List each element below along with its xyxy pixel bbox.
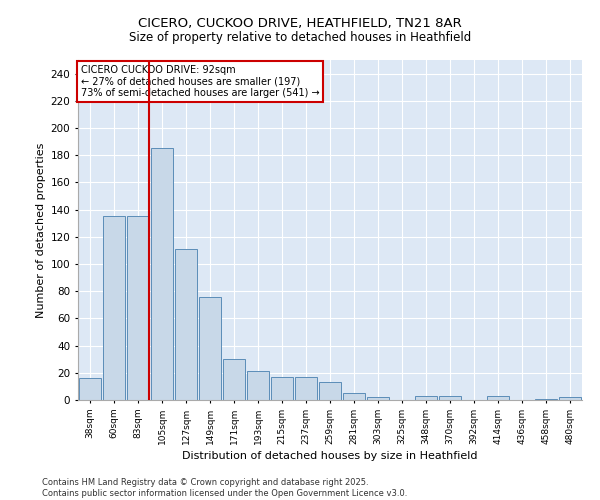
X-axis label: Distribution of detached houses by size in Heathfield: Distribution of detached houses by size …	[182, 451, 478, 461]
Text: Contains HM Land Registry data © Crown copyright and database right 2025.
Contai: Contains HM Land Registry data © Crown c…	[42, 478, 407, 498]
Bar	[535, 398, 557, 400]
Bar	[271, 377, 293, 400]
Bar	[127, 216, 149, 400]
Bar	[343, 393, 365, 400]
Y-axis label: Number of detached properties: Number of detached properties	[37, 142, 46, 318]
Bar	[103, 216, 125, 400]
Bar	[199, 296, 221, 400]
Bar	[415, 396, 437, 400]
Bar	[151, 148, 173, 400]
Bar	[79, 378, 101, 400]
Bar	[439, 396, 461, 400]
Bar	[247, 372, 269, 400]
Bar	[319, 382, 341, 400]
Bar	[487, 396, 509, 400]
Bar	[223, 359, 245, 400]
Text: CICERO, CUCKOO DRIVE, HEATHFIELD, TN21 8AR: CICERO, CUCKOO DRIVE, HEATHFIELD, TN21 8…	[138, 18, 462, 30]
Text: CICERO CUCKOO DRIVE: 92sqm
← 27% of detached houses are smaller (197)
73% of sem: CICERO CUCKOO DRIVE: 92sqm ← 27% of deta…	[80, 65, 319, 98]
Bar	[295, 377, 317, 400]
Bar	[559, 398, 581, 400]
Bar	[367, 398, 389, 400]
Text: Size of property relative to detached houses in Heathfield: Size of property relative to detached ho…	[129, 31, 471, 44]
Bar	[175, 249, 197, 400]
